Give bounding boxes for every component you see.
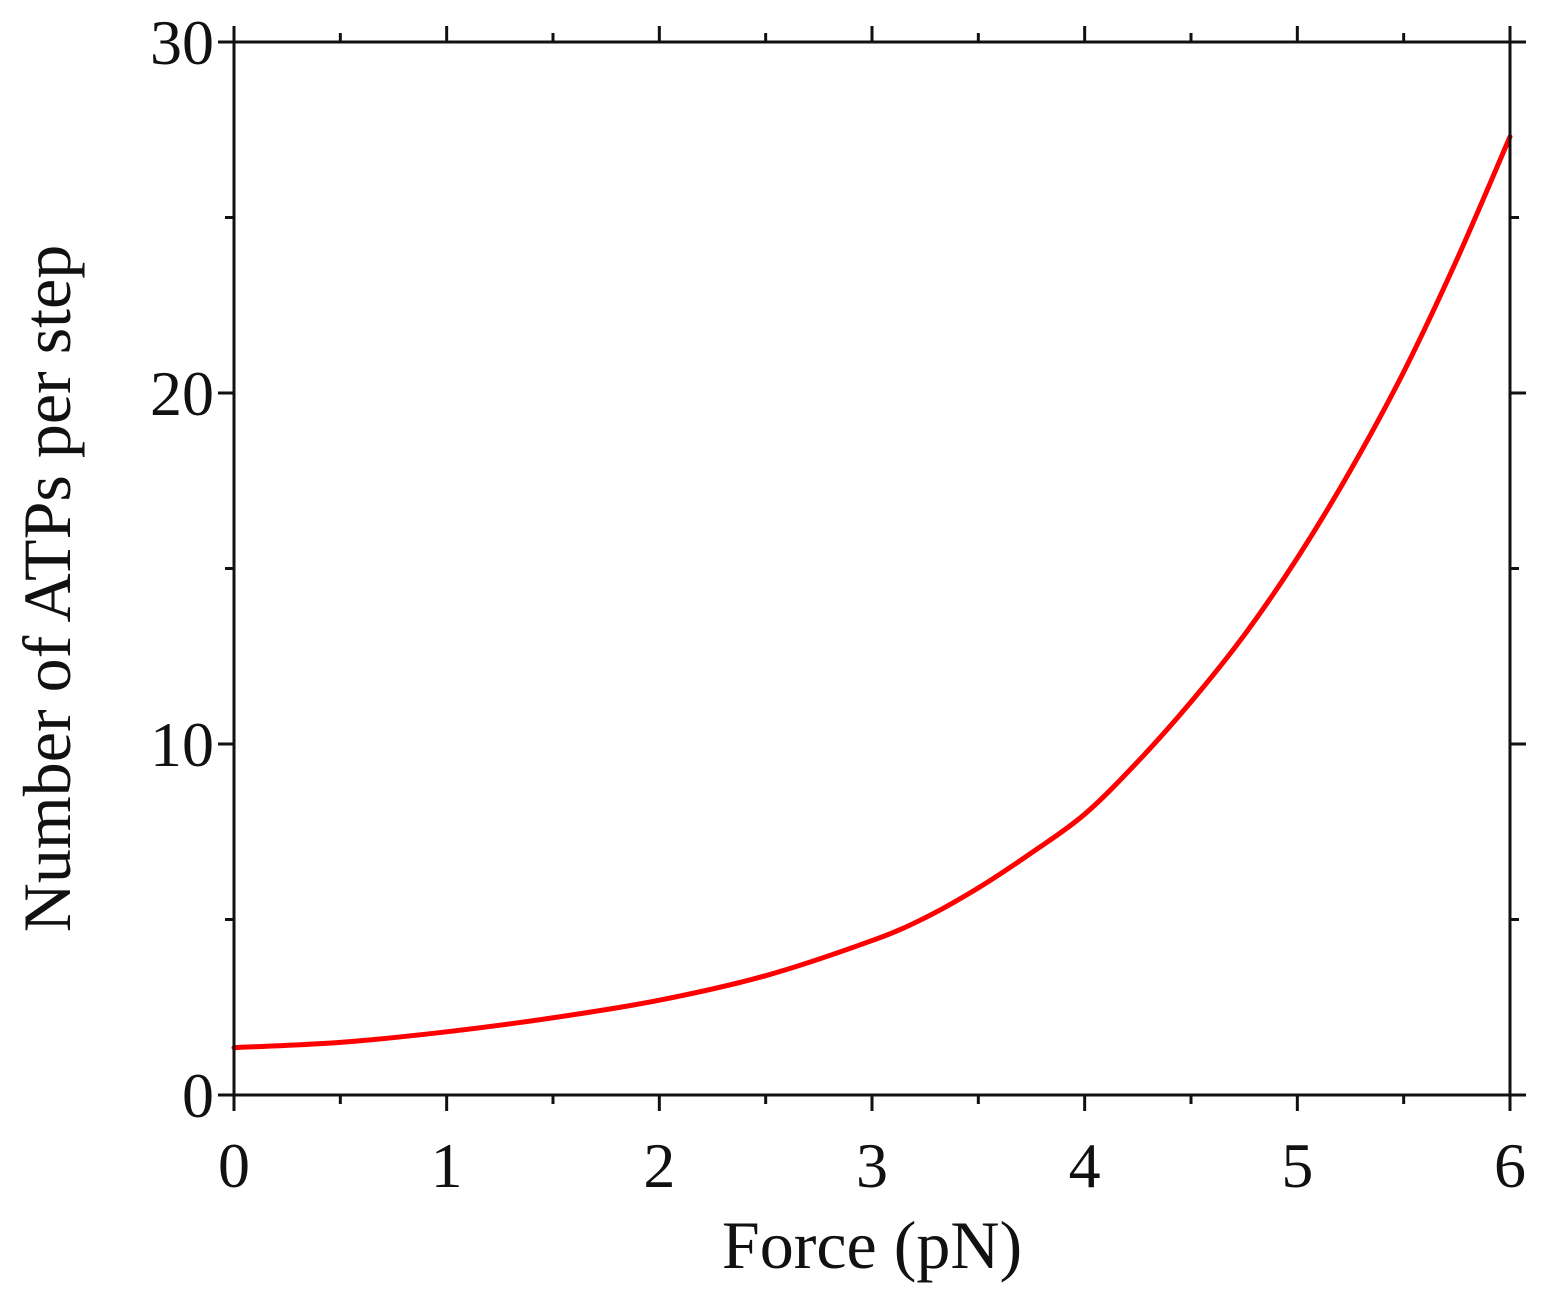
y-tick-label: 0 (182, 1060, 214, 1131)
y-tick-label: 30 (150, 7, 214, 78)
y-tick-label: 10 (150, 709, 214, 780)
y-tick-label: 20 (150, 358, 214, 429)
tick-labels: 0 1 2 3 4 5 6 0 10 20 30 (150, 7, 1526, 1201)
x-tick-label: 2 (643, 1130, 675, 1201)
series-line-0 (231, 134, 1513, 1051)
x-tick-label: 0 (218, 1130, 250, 1201)
x-tick-label: 6 (1494, 1130, 1526, 1201)
x-tick-label: 3 (856, 1130, 888, 1201)
tick-marks (218, 26, 1526, 1111)
x-tick-label: 4 (1069, 1130, 1101, 1201)
y-axis-title: Number of ATPs per step (9, 245, 85, 932)
x-tick-label: 1 (431, 1130, 463, 1201)
x-tick-label: 5 (1281, 1130, 1313, 1201)
x-axis-title: Force (pN) (722, 1207, 1022, 1283)
plot-frame (232, 40, 1512, 1097)
